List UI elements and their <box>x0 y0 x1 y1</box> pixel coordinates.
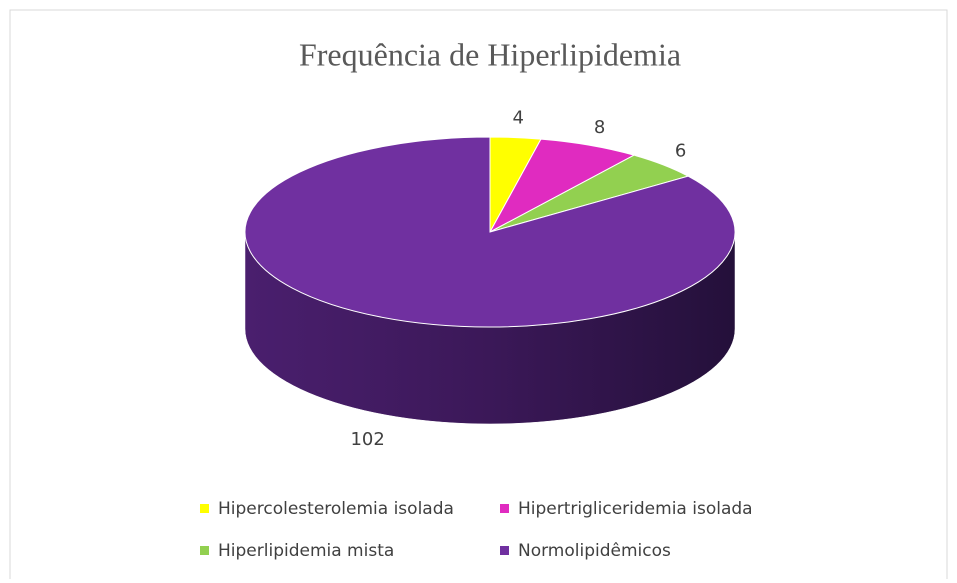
legend-swatch <box>200 546 209 555</box>
data-label: 6 <box>675 140 686 161</box>
slice <box>244 136 736 328</box>
data-label: 4 <box>512 108 523 129</box>
legend-label: Hiperlipidemia mista <box>218 541 394 561</box>
legend-label: Hipertrigliceridemia isolada <box>518 499 753 519</box>
legend-swatch <box>200 504 209 513</box>
data-label: 8 <box>594 117 605 138</box>
legend-label: Normolipidêmicos <box>518 541 671 561</box>
legend-label: Hipercolesterolemia isolada <box>218 499 454 519</box>
legend-swatch <box>500 504 509 513</box>
chart-title: Frequência de Hiperlipidemia <box>299 36 681 72</box>
legend-swatch <box>500 546 509 555</box>
data-label: 102 <box>350 429 384 450</box>
